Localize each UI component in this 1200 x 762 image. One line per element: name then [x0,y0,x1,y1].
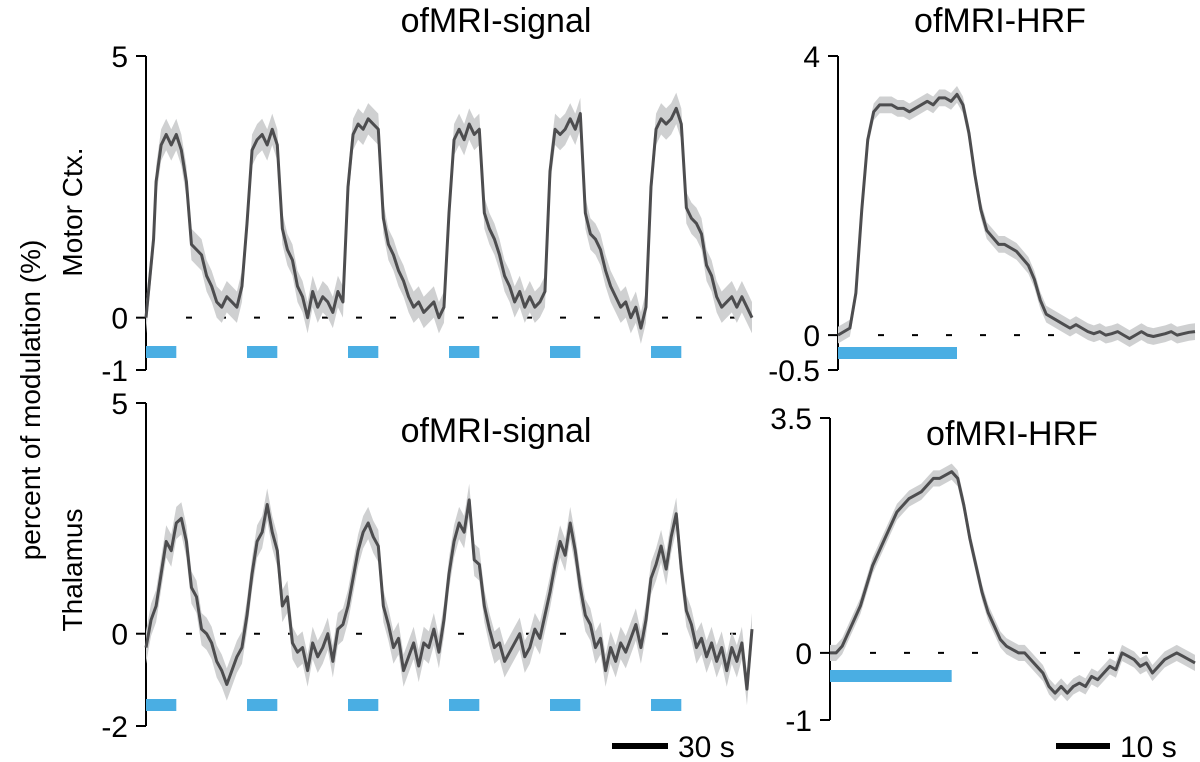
scalebar-hrf-label: 10 s [1120,731,1177,762]
stim-bar [449,699,480,711]
panel-motor-hrf: ofMRI-HRF 4 0-0.5 [768,2,1196,388]
stim-bar [830,670,952,682]
stim-bar [146,699,177,711]
panel-motor-signal: ofMRI-signal Motor Ctx. 5 0 -1 [57,2,754,388]
stim-bar [449,346,480,358]
y-tick-label: 0 [111,619,128,652]
stim-bar [550,699,581,711]
panel-title: ofMRI-HRF [914,2,1086,40]
y-tick-label: 3.5 [770,403,812,436]
stim-bar [651,346,682,358]
panel-title: ofMRI-signal [401,2,592,40]
y-axis-label: percent of modulation (%) [15,240,46,561]
stim-bar [348,699,379,711]
panel-thalamus-signal: ofMRI-signal Thalamus 5 0 -2 [57,388,754,744]
y-tick-label: 5 [111,388,128,421]
panel-title: ofMRI-HRF [926,415,1098,453]
error-band [838,86,1195,347]
panel-thalamus-hrf: ofMRI-HRF 3.5 0 -1 [770,403,1196,738]
scalebar-signal: 30 s [612,731,735,762]
y-tick-label: -1 [101,355,128,388]
stim-bar [247,346,278,358]
y-tick-label: 0 [795,638,812,671]
error-band [830,463,1195,702]
y-tick-label: 0 [111,303,128,336]
row-label: Thalamus [57,509,88,632]
y-tick-label: 0 [803,320,820,353]
series-line [830,470,1196,695]
y-tick-label: -2 [101,711,128,744]
series-line [144,498,754,691]
y-tick-label: 4 [803,41,820,74]
row-label: Motor Ctx. [57,147,88,276]
y-tick-label: -0.5 [768,355,820,388]
stim-bar [146,346,177,358]
stim-bar [838,347,957,359]
y-tick-label: 5 [111,41,128,74]
stim-bar [550,346,581,358]
stim-bar [247,699,278,711]
stim-bar [651,699,682,711]
stim-bar [348,346,379,358]
series-line [144,106,754,330]
panel-title: ofMRI-signal [401,412,592,450]
series-line [837,92,1196,341]
scalebar-signal-label: 30 s [678,731,735,762]
y-tick-label: -1 [785,705,812,738]
error-band [146,483,752,706]
scalebar-hrf: 10 s [1056,731,1177,762]
